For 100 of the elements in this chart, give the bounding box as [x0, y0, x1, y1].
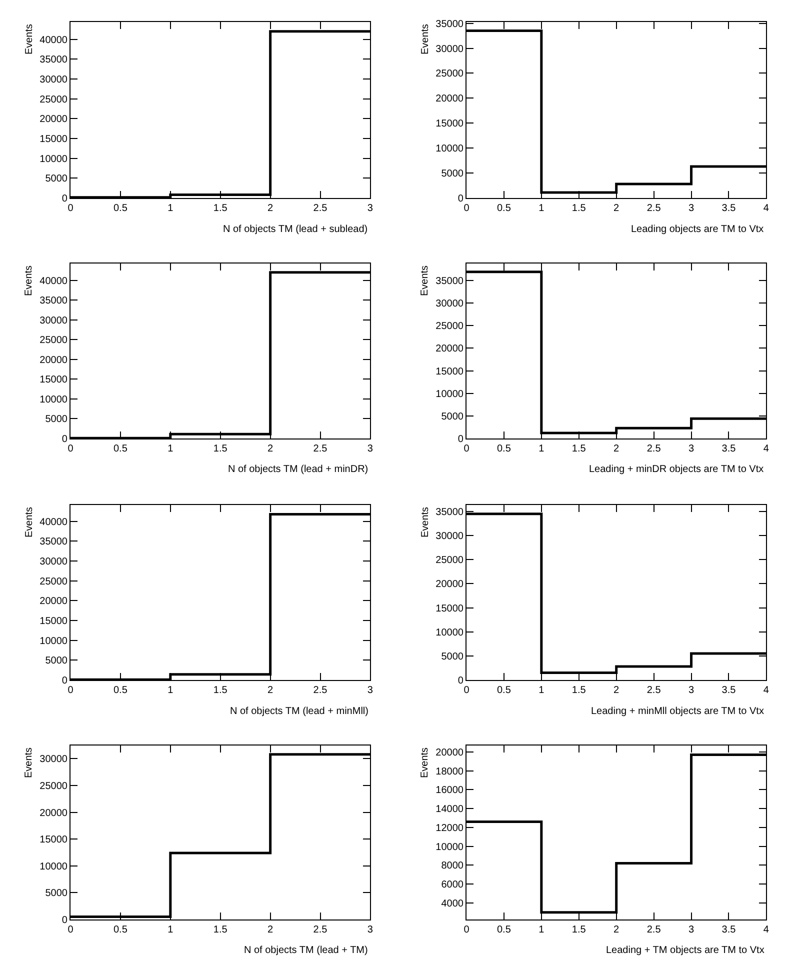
y-tick-label: 35000	[40, 296, 68, 307]
y-tick-label: 40000	[40, 516, 68, 528]
y-axis-title: Events	[419, 265, 430, 296]
y-tick-label: 35000	[436, 276, 464, 287]
x-tick-label: 1.5	[572, 924, 586, 936]
y-tick-label: 20000	[436, 579, 464, 590]
x-axis-title: N of objects TM (lead + minMll)	[230, 706, 368, 717]
x-tick-label: 3	[367, 924, 374, 936]
x-axis-title: Leading + minDR objects are TM to Vtx	[589, 464, 764, 475]
y-tick-label: 18000	[436, 766, 464, 778]
y-tick-label: 20000	[436, 747, 464, 758]
x-tick-label: 1	[168, 924, 174, 936]
x-tick-label: 2.5	[313, 443, 328, 454]
y-tick-label: 5000	[45, 174, 68, 185]
x-tick-label: 0.5	[496, 924, 512, 936]
x-tick-label: 1	[538, 443, 545, 454]
x-tick-label: 3	[367, 443, 374, 454]
x-tick-label: 3.5	[722, 924, 736, 936]
y-tick-label: 30000	[436, 44, 464, 55]
x-tick-label: 1.5	[213, 443, 228, 454]
x-tick-label: 3	[688, 443, 694, 454]
x-tick-label: 0.5	[496, 684, 512, 696]
x-axis-title: Leading + minMll objects are TM to Vtx	[591, 706, 764, 717]
y-tick-label: 12000	[436, 822, 464, 834]
x-axis-title: N of objects TM (lead + TM)	[244, 945, 368, 956]
y-tick-label: 0	[62, 675, 68, 686]
y-tick-label: 15000	[40, 134, 68, 145]
x-tick-label: 1.5	[572, 202, 586, 214]
x-tick-label: 0.5	[496, 202, 512, 214]
y-tick-label: 15000	[40, 834, 68, 846]
x-tick-label: 1	[168, 202, 174, 214]
y-tick-label: 15000	[40, 374, 68, 386]
x-tick-label: 2	[268, 443, 274, 454]
y-tick-label: 25000	[436, 321, 464, 332]
y-tick-label: 25000	[40, 780, 68, 792]
x-tick-label: 1.5	[572, 443, 586, 454]
y-tick-label: 30000	[40, 74, 68, 86]
y-tick-label: 20000	[436, 94, 464, 105]
x-tick-label: 2	[268, 202, 274, 214]
y-tick-label: 6000	[441, 880, 464, 891]
y-tick-label: 10000	[436, 388, 464, 400]
y-tick-label: 25000	[40, 576, 68, 588]
x-tick-label: 1.5	[213, 684, 228, 696]
y-tick-label: 25000	[40, 335, 68, 346]
y-tick-label: 20000	[40, 808, 68, 819]
x-tick-label: 4	[763, 202, 770, 214]
y-tick-label: 35000	[436, 507, 464, 518]
y-tick-label: 5000	[45, 414, 68, 426]
x-tick-label: 2	[614, 443, 620, 454]
y-tick-label: 5000	[441, 168, 464, 180]
x-tick-label: 1	[168, 443, 174, 454]
y-tick-label: 5000	[441, 411, 464, 422]
x-axis-title: N of objects TM (lead + sublead)	[223, 224, 368, 235]
y-tick-label: 30000	[436, 298, 464, 310]
y-tick-label: 30000	[436, 531, 464, 542]
x-tick-label: 1	[538, 202, 545, 214]
y-tick-label: 8000	[441, 860, 464, 872]
x-tick-label: 4	[763, 443, 770, 454]
y-tick-label: 30000	[40, 556, 68, 568]
x-axis-title: Leading objects are TM to Vtx	[631, 224, 764, 235]
x-tick-label: 3.5	[722, 684, 736, 696]
y-tick-label: 25000	[40, 94, 68, 106]
y-axis-title: Events	[24, 506, 35, 538]
x-tick-label: 3.5	[722, 202, 736, 214]
x-tick-label: 2.5	[313, 684, 328, 696]
y-tick-label: 16000	[436, 785, 464, 796]
y-tick-label: 20000	[436, 344, 464, 355]
y-tick-label: 10000	[436, 627, 464, 638]
y-tick-label: 15000	[436, 603, 464, 614]
x-tick-label: 1	[538, 924, 545, 936]
x-tick-label: 2	[614, 684, 620, 696]
y-tick-label: 0	[458, 675, 464, 686]
y-tick-label: 5000	[45, 656, 68, 667]
x-tick-label: 1.5	[213, 202, 228, 214]
x-tick-label: 2.5	[313, 924, 328, 936]
y-tick-label: 15000	[436, 366, 464, 378]
y-tick-label: 10000	[40, 154, 68, 165]
y-tick-label: 25000	[436, 555, 464, 566]
x-tick-label: 1.5	[572, 684, 586, 696]
y-tick-label: 0	[62, 193, 68, 204]
x-tick-label: 2.5	[646, 924, 662, 936]
x-axis-title: N of objects TM (lead + minDR)	[228, 464, 368, 475]
x-tick-label: 0.5	[496, 443, 512, 454]
y-tick-label: 0	[62, 914, 68, 926]
y-tick-label: 35000	[40, 54, 68, 66]
x-tick-label: 0.5	[113, 202, 128, 214]
x-tick-label: 3.5	[722, 443, 736, 454]
y-axis-title: Events	[420, 24, 431, 55]
x-tick-label: 2.5	[313, 202, 328, 214]
y-tick-label: 30000	[40, 315, 68, 326]
x-tick-label: 0.5	[113, 924, 128, 936]
y-axis-title: Events	[23, 265, 34, 296]
y-tick-label: 0	[458, 193, 464, 204]
x-tick-label: 2	[268, 684, 274, 696]
x-tick-label: 3	[688, 924, 694, 936]
x-axis-title: Leading + TM objects are TM to Vtx	[606, 945, 764, 956]
x-tick-label: 1	[168, 684, 174, 696]
y-tick-label: 25000	[436, 68, 464, 80]
x-tick-label: 0.5	[113, 443, 128, 454]
y-tick-label: 40000	[40, 276, 68, 287]
